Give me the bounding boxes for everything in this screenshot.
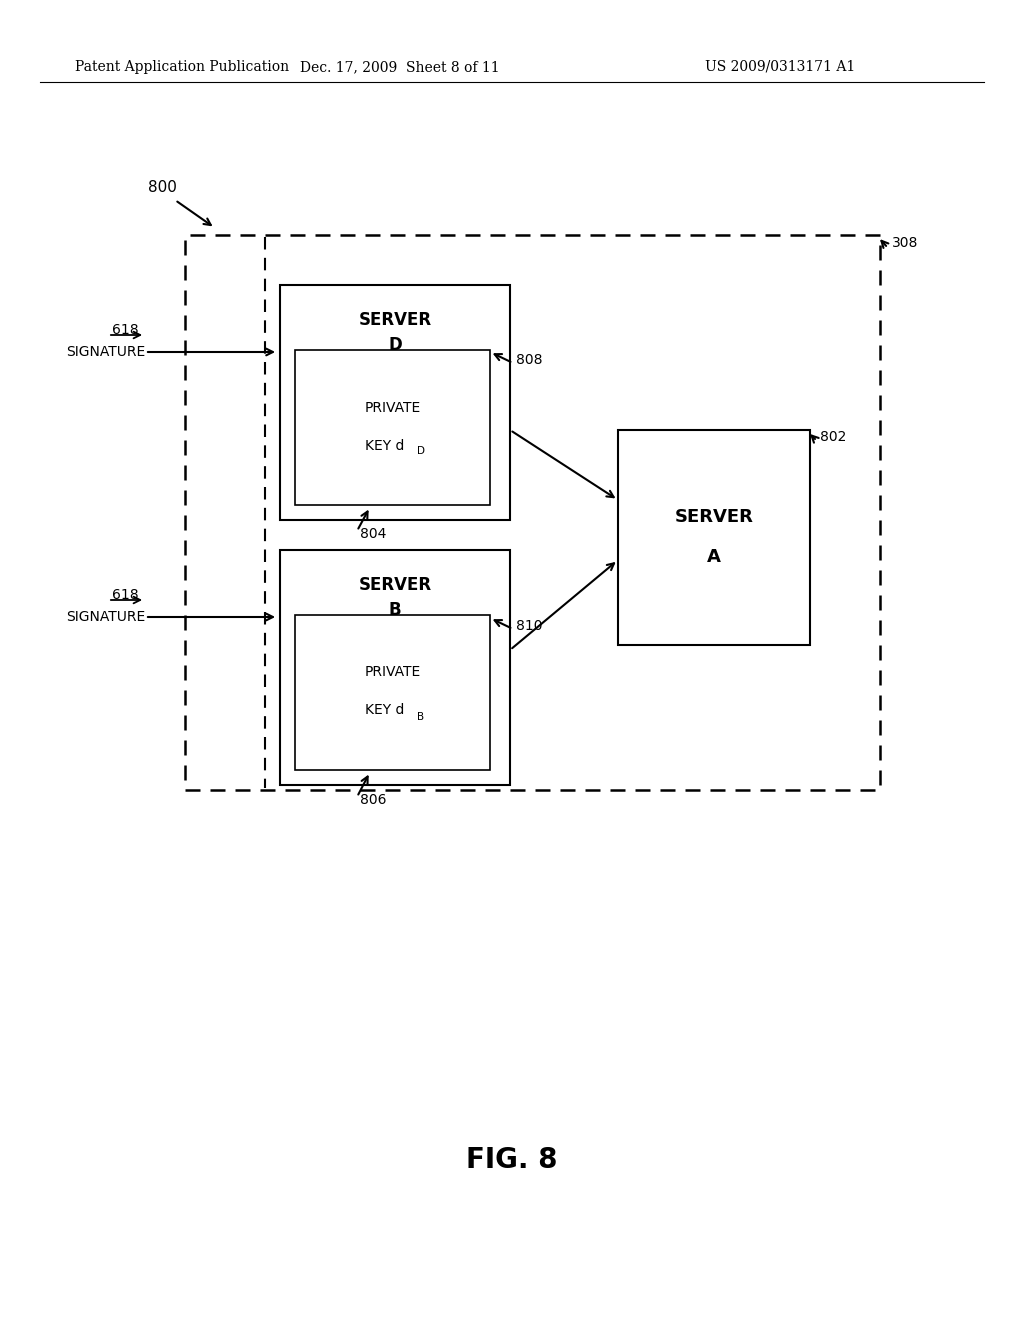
Text: SERVER: SERVER — [675, 508, 754, 527]
Bar — [295, 615, 490, 770]
Text: 308: 308 — [892, 236, 919, 249]
Text: B: B — [417, 711, 424, 722]
Text: 804: 804 — [360, 527, 386, 541]
Text: 810: 810 — [516, 619, 543, 634]
Text: 802: 802 — [820, 430, 847, 444]
Text: Patent Application Publication: Patent Application Publication — [75, 59, 289, 74]
Text: US 2009/0313171 A1: US 2009/0313171 A1 — [705, 59, 855, 74]
Text: SERVER: SERVER — [358, 576, 431, 594]
Text: KEY d: KEY d — [365, 438, 404, 453]
Bar — [295, 350, 490, 506]
Text: SIGNATURE: SIGNATURE — [66, 345, 145, 359]
Bar — [618, 430, 810, 645]
Text: 618: 618 — [112, 323, 138, 337]
Text: 808: 808 — [516, 352, 543, 367]
Bar — [280, 285, 510, 520]
Text: 800: 800 — [148, 180, 177, 194]
Text: SIGNATURE: SIGNATURE — [66, 610, 145, 624]
Text: KEY d: KEY d — [365, 704, 404, 718]
Text: FIG. 8: FIG. 8 — [466, 1146, 558, 1173]
Text: B: B — [389, 601, 401, 619]
Text: PRIVATE: PRIVATE — [365, 665, 421, 680]
Text: A: A — [707, 549, 721, 566]
Text: PRIVATE: PRIVATE — [365, 400, 421, 414]
Text: Dec. 17, 2009  Sheet 8 of 11: Dec. 17, 2009 Sheet 8 of 11 — [300, 59, 500, 74]
Text: 618: 618 — [112, 587, 138, 602]
Text: 806: 806 — [360, 793, 386, 807]
Bar — [280, 550, 510, 785]
Text: D: D — [388, 337, 401, 354]
Bar — [185, 235, 880, 789]
Text: D: D — [417, 446, 425, 457]
Text: SERVER: SERVER — [358, 312, 431, 329]
